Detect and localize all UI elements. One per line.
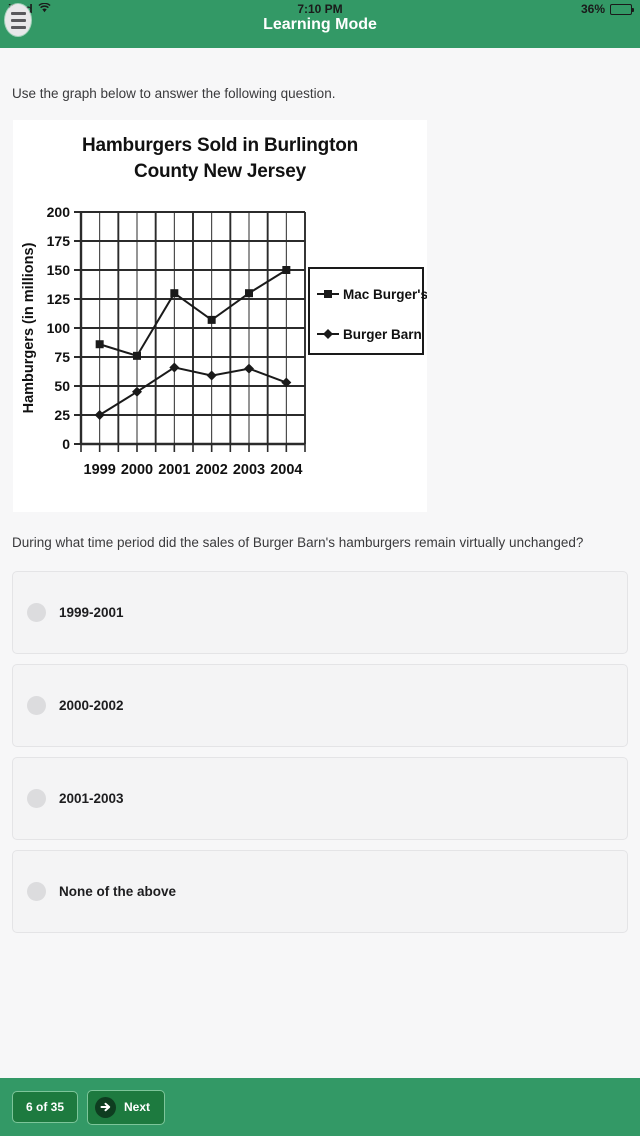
answer-option-label: 2001-2003	[59, 791, 124, 806]
app-header: iPad 7:10 PM 36% Learning Mode	[0, 0, 640, 48]
radio-button-icon[interactable]	[27, 696, 46, 715]
svg-text:2004: 2004	[270, 462, 302, 478]
svg-text:2000: 2000	[121, 462, 153, 478]
chart-plot: 0 25 50 75 100 125 150 175 200 1999 2000 2001 2002 20…	[13, 204, 428, 504]
svg-text:75: 75	[54, 349, 70, 365]
question-counter-badge: 6 of 35	[12, 1091, 79, 1123]
answer-options-list: 1999-2001 2000-2002 2001-2003 None of the a…	[12, 571, 628, 943]
svg-text:50: 50	[54, 378, 70, 394]
answer-option-label: 2000-2002	[59, 698, 124, 713]
svg-text:Hamburgers (in millions): Hamburgers (in millions)	[21, 242, 37, 413]
radio-button-icon[interactable]	[27, 603, 46, 622]
radio-button-icon[interactable]	[27, 882, 46, 901]
menu-line	[10, 11, 26, 15]
svg-text:200: 200	[47, 204, 71, 220]
chart-svg: 0 25 50 75 100 125 150 175 200 1999 2000 2001 2002 20…	[21, 204, 428, 478]
answer-option-2[interactable]: 2001-2003	[12, 757, 628, 840]
answer-option-label: 1999-2001	[59, 605, 124, 620]
svg-text:Mac Burger's: Mac Burger's	[343, 287, 427, 302]
answer-option-label: None of the above	[59, 884, 177, 899]
page-title: Learning Mode	[263, 16, 377, 33]
question-content: Use the graph below to answer the follow…	[0, 48, 640, 1078]
svg-text:2001: 2001	[158, 462, 190, 478]
hamburger-menu-icon[interactable]	[5, 4, 31, 36]
svg-text:Burger Barn: Burger Barn	[343, 327, 422, 342]
status-bar-right: 36%	[580, 2, 634, 16]
instruction-text: Use the graph below to answer the follow…	[12, 86, 336, 101]
radio-button-icon[interactable]	[27, 789, 46, 808]
answer-option-3[interactable]: None of the above	[12, 850, 628, 933]
next-button[interactable]: Next	[87, 1089, 166, 1125]
svg-text:125: 125	[47, 291, 71, 307]
svg-text:150: 150	[47, 262, 71, 278]
svg-text:0: 0	[62, 436, 70, 452]
answer-option-1[interactable]: 2000-2002	[12, 664, 628, 747]
answer-option-0[interactable]: 1999-2001	[12, 571, 628, 654]
svg-text:2003: 2003	[233, 462, 265, 478]
svg-text:100: 100	[47, 320, 71, 336]
svg-text:1999: 1999	[84, 462, 116, 478]
battery-percent-label: 36%	[580, 2, 605, 16]
svg-text:25: 25	[54, 407, 70, 423]
menu-line	[10, 18, 26, 22]
svg-text:175: 175	[47, 233, 71, 249]
question-text: During what time period did the sales of…	[12, 535, 584, 550]
svg-text:2002: 2002	[196, 462, 228, 478]
battery-icon	[610, 3, 634, 15]
arrow-right-icon	[95, 1096, 117, 1118]
status-bar-clock: 7:10 PM	[297, 2, 343, 16]
chart-image: Hamburgers Sold in Burlington County New…	[13, 120, 428, 512]
wifi-icon	[37, 2, 51, 16]
menu-line	[10, 25, 26, 29]
footer-toolbar: 6 of 35 Next	[0, 1078, 640, 1136]
chart-title: Hamburgers Sold in Burlington County New…	[81, 135, 359, 182]
next-button-label: Next	[124, 1100, 151, 1114]
